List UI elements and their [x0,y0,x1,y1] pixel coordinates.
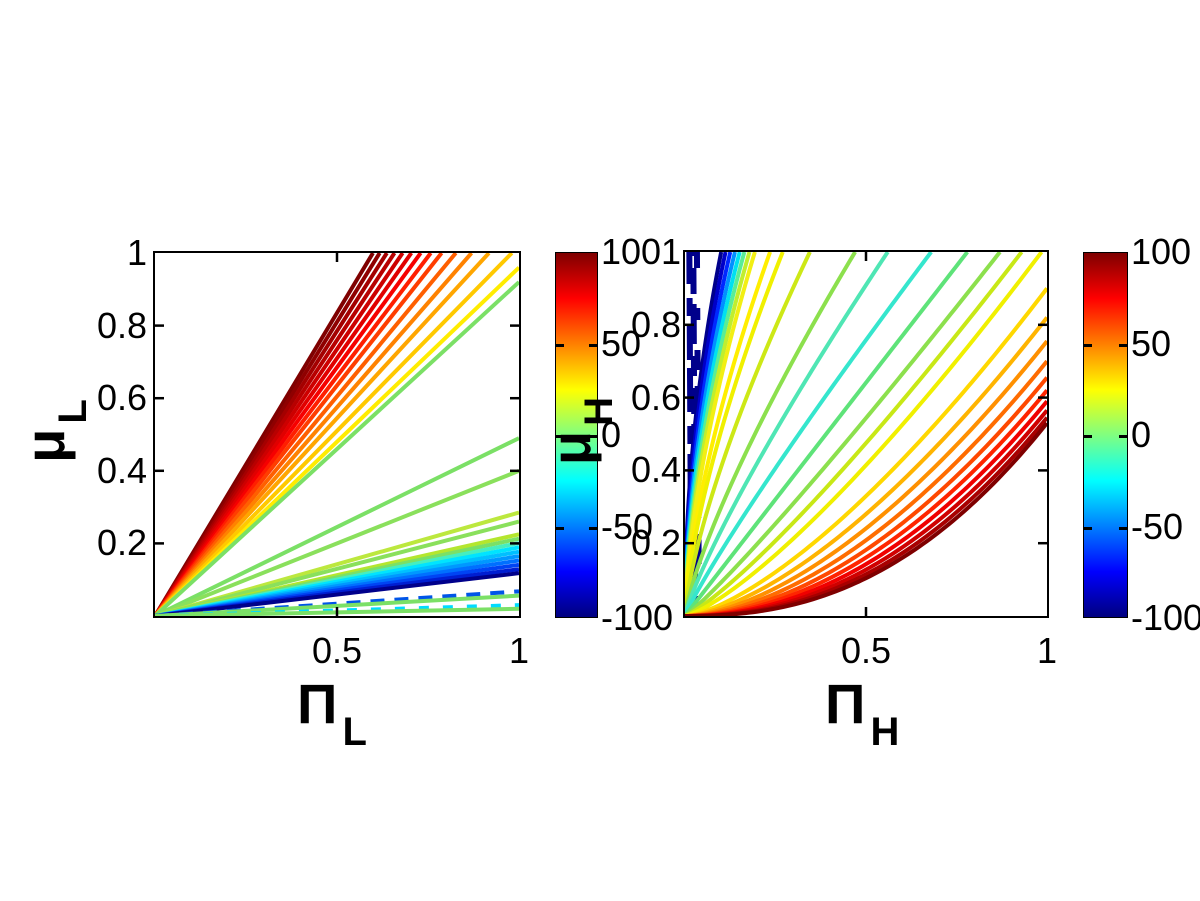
contour-line [155,253,474,616]
left-plot-contours [155,253,519,616]
left-plot-ytick-label: 0.8 [96,305,147,346]
contour-line [685,316,1047,616]
right-plot-axes [683,250,1049,618]
right-plot-ytick-label: 0.4 [630,449,681,490]
left-colorbar-tick-mark [556,527,564,530]
right-colorbar-tick-label: 50 [1131,323,1172,364]
left-plot-ytick-label: 0.6 [96,377,147,418]
left-plot-xtick-label: 0.5 [311,630,363,671]
left-colorbar-tick-mark [589,527,597,530]
contour-line [685,252,969,616]
contour-line [155,436,519,616]
contour-line [685,252,857,616]
contour-line [685,421,1047,616]
right-ylabel-subscript: H [577,396,621,426]
right-plot-ytick-label: 0.8 [630,304,681,345]
left-colorbar-tick-label: -100 [601,597,674,638]
contour-line [685,339,1047,616]
right-plot-contours [685,252,1047,616]
left-plot-axes [153,251,521,618]
right-colorbar-tick-label: -100 [1131,597,1200,638]
right-colorbar-tick-mark [1119,527,1127,530]
left-plot-ytick-label: 0.4 [96,450,147,491]
left-ylabel: μL [13,331,95,531]
left-plot-ytick-label: 1 [126,232,147,273]
left-plot-ytick-label: 0.2 [96,522,147,563]
left-colorbar-tick-mark [556,344,564,347]
contour-line [685,252,890,616]
contour-line [685,252,757,616]
contour-line [155,468,519,616]
right-colorbar-tick-mark [1119,435,1127,438]
right-plot-xtick-label: 1 [1036,630,1058,671]
left-plot-xtick-label: 1 [508,630,530,671]
right-colorbar-tick-mark [1084,435,1092,438]
right-xlabel-subscript: H [870,710,900,754]
left-xlabel-subscript: L [342,710,367,754]
contour-line [155,253,514,616]
left-colorbar-tick-label: 100 [601,231,662,272]
contour-line [685,252,1044,616]
left-colorbar-tick-label: 50 [601,323,642,364]
contour-line [685,252,1002,616]
right-plot-ytick-label: 1 [660,231,681,272]
contour-line [685,252,785,616]
right-colorbar-tick-mark [1119,344,1127,347]
contour-line [685,359,1047,616]
right-ylabel: μH [539,331,621,531]
right-colorbar-tick-mark [1084,344,1092,347]
right-colorbar-tick-label: -50 [1131,506,1184,547]
contour-line [155,280,519,616]
contour-line [155,253,491,616]
contour-line [685,287,1047,616]
right-colorbar-tick-label: 0 [1131,414,1152,455]
left-colorbar-tick-label: 0 [601,414,622,455]
right-ylabel-symbol: μ [539,430,602,466]
right-plot-ytick-label: 0.6 [630,377,681,418]
left-colorbar-tick-mark [589,435,597,438]
right-plot-ytick-label: 0.2 [630,522,681,563]
contour-line [685,252,772,616]
contour-line [685,252,933,616]
contour-line [155,519,519,616]
left-xlabel-symbol: Π [297,672,338,735]
right-xlabel-symbol: Π [825,672,866,735]
left-colorbar-tick-label: -50 [601,506,654,547]
right-colorbar-tick-label: 100 [1131,231,1192,272]
contour-line [685,252,1024,616]
right-plot-xtick-label: 0.5 [840,630,892,671]
left-colorbar-tick-mark [589,344,597,347]
right-colorbar-tick-mark [1084,527,1092,530]
contour-line [685,252,812,616]
contour-line [693,252,702,616]
left-colorbar-tick-mark [556,435,564,438]
contour-line [155,593,519,616]
contour-line [155,571,519,616]
